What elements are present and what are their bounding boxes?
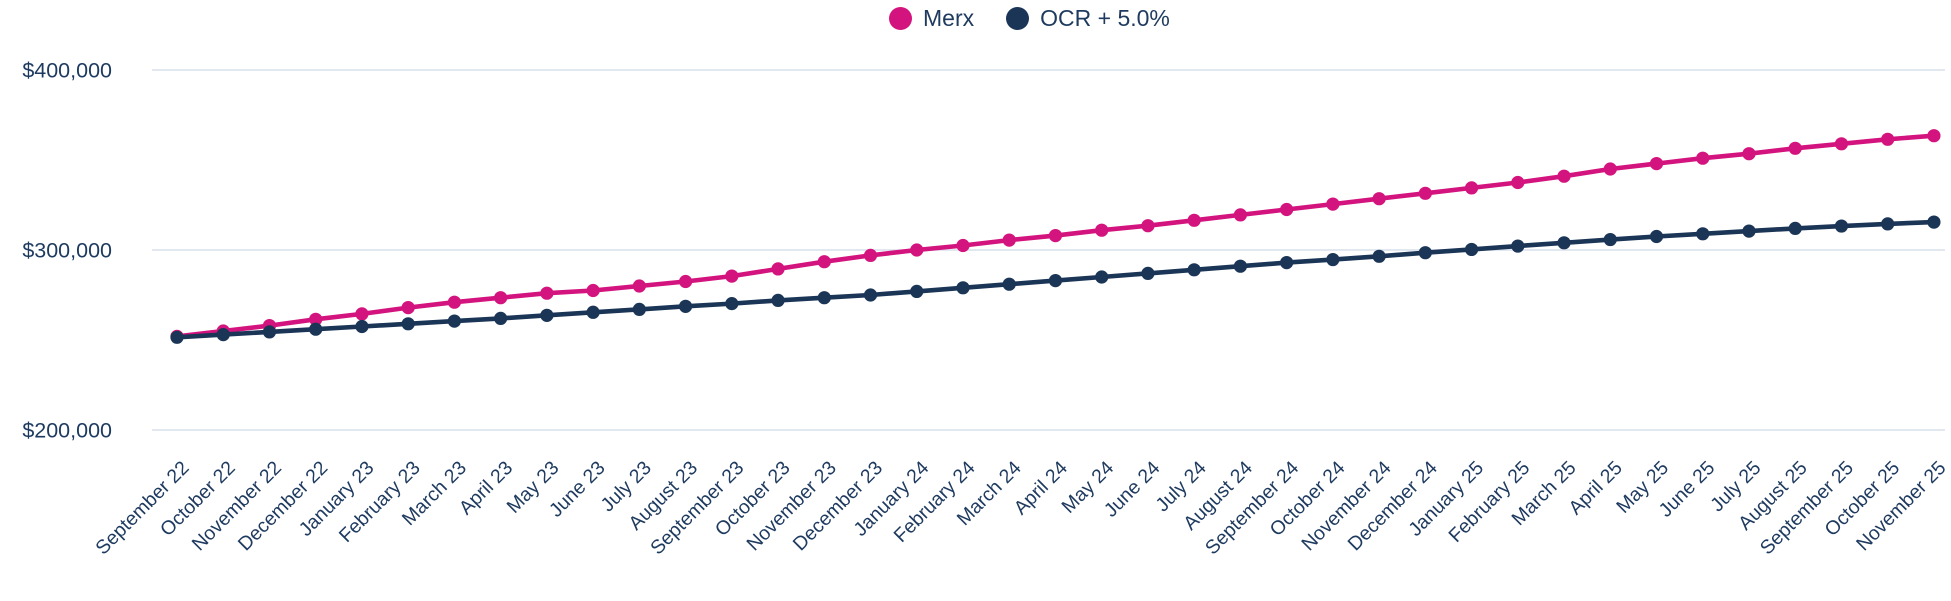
series-point-merx <box>632 279 646 293</box>
series-point-merx <box>1511 175 1525 190</box>
y-axis-tick-label: $100,000 <box>22 599 112 601</box>
series-point-ocr-5-0 <box>1927 215 1941 229</box>
series-point-ocr-5-0 <box>678 299 693 313</box>
series-point-merx <box>725 269 739 283</box>
chart-legend: Merx OCR + 5.0% <box>889 7 1170 30</box>
series-point-ocr-5-0 <box>725 297 739 311</box>
y-axis-tick-label: $300,000 <box>22 239 112 263</box>
y-axis-tick-label: $200,000 <box>22 419 112 443</box>
series-point-ocr-5-0 <box>1649 229 1664 244</box>
legend-label-merx: Merx <box>923 5 975 31</box>
series-point-merx <box>355 307 369 321</box>
series-point-ocr-5-0 <box>355 319 369 334</box>
series-point-merx <box>1002 233 1016 247</box>
series-point-merx <box>1048 229 1063 243</box>
series-point-ocr-5-0 <box>771 293 785 307</box>
series-point-merx <box>586 283 600 298</box>
series-point-ocr-5-0 <box>1048 274 1063 288</box>
series-point-merx <box>309 312 323 326</box>
series-point-ocr-5-0 <box>1788 221 1802 235</box>
series-point-merx <box>1418 186 1432 200</box>
series-point-merx <box>401 301 415 315</box>
series-point-ocr-5-0 <box>1280 256 1294 270</box>
series-point-ocr-5-0 <box>216 328 230 342</box>
legend-item-merx[interactable]: Merx <box>889 7 974 30</box>
series-point-merx <box>1141 219 1155 233</box>
series-point-merx <box>817 255 831 269</box>
series-point-ocr-5-0 <box>1881 217 1895 231</box>
series-point-merx <box>1881 132 1895 146</box>
series-point-ocr-5-0 <box>817 291 831 305</box>
y-axis-tick-label: $400,000 <box>22 59 112 83</box>
series-point-merx <box>1834 137 1849 151</box>
series-point-ocr-5-0 <box>910 284 924 298</box>
merx-series-swatch-icon <box>889 7 912 30</box>
series-point-merx <box>540 286 554 300</box>
series-point-merx <box>1187 213 1201 227</box>
series-point-merx <box>678 274 693 289</box>
series-point-ocr-5-0 <box>1603 232 1617 247</box>
series-point-merx <box>1233 208 1248 222</box>
series-point-merx <box>1788 141 1802 155</box>
series-point-ocr-5-0 <box>1187 263 1201 277</box>
series-point-ocr-5-0 <box>1418 246 1432 260</box>
series-point-ocr-5-0 <box>1464 242 1479 257</box>
series-point-ocr-5-0 <box>1696 227 1710 241</box>
series-point-ocr-5-0 <box>309 322 323 336</box>
series-point-ocr-5-0 <box>1233 259 1248 273</box>
series-point-merx <box>1280 202 1294 217</box>
series-point-ocr-5-0 <box>170 330 184 344</box>
series-point-ocr-5-0 <box>1834 219 1849 233</box>
series-point-merx <box>1742 147 1756 161</box>
series-point-merx <box>1372 192 1386 206</box>
series-point-merx <box>494 291 508 305</box>
series-point-merx <box>956 238 970 253</box>
series-point-ocr-5-0 <box>447 314 462 328</box>
series-point-ocr-5-0 <box>494 311 508 325</box>
series-point-ocr-5-0 <box>1141 266 1155 280</box>
series-point-ocr-5-0 <box>401 317 415 331</box>
series-point-merx <box>1927 129 1941 143</box>
series-point-merx <box>1696 151 1710 165</box>
series-point-ocr-5-0 <box>1095 270 1109 284</box>
series-point-merx <box>1326 197 1340 211</box>
series-point-merx <box>1603 162 1617 176</box>
series-point-ocr-5-0 <box>1742 224 1756 238</box>
series-point-ocr-5-0 <box>1511 239 1525 253</box>
legend-label-ocr: OCR + 5.0% <box>1040 5 1170 31</box>
series-point-ocr-5-0 <box>1326 252 1340 267</box>
series-point-merx <box>771 262 785 276</box>
ocr-series-swatch-icon <box>1006 7 1030 30</box>
series-point-ocr-5-0 <box>586 305 600 319</box>
series-point-merx <box>1464 181 1479 195</box>
series-point-ocr-5-0 <box>956 281 970 295</box>
series-point-merx <box>863 248 878 262</box>
series-point-merx <box>1557 169 1571 183</box>
series-point-ocr-5-0 <box>632 302 646 316</box>
series-point-merx <box>1095 223 1109 237</box>
series-point-ocr-5-0 <box>540 308 554 322</box>
series-point-ocr-5-0 <box>1557 236 1571 250</box>
series-point-ocr-5-0 <box>1372 249 1386 263</box>
legend-item-ocr[interactable]: OCR + 5.0% <box>1006 7 1170 30</box>
series-point-merx <box>1649 157 1664 171</box>
series-point-merx <box>910 243 924 257</box>
series-point-ocr-5-0 <box>863 288 878 302</box>
series-point-ocr-5-0 <box>262 325 277 339</box>
series-point-ocr-5-0 <box>1002 277 1016 291</box>
series-point-merx <box>447 295 462 309</box>
